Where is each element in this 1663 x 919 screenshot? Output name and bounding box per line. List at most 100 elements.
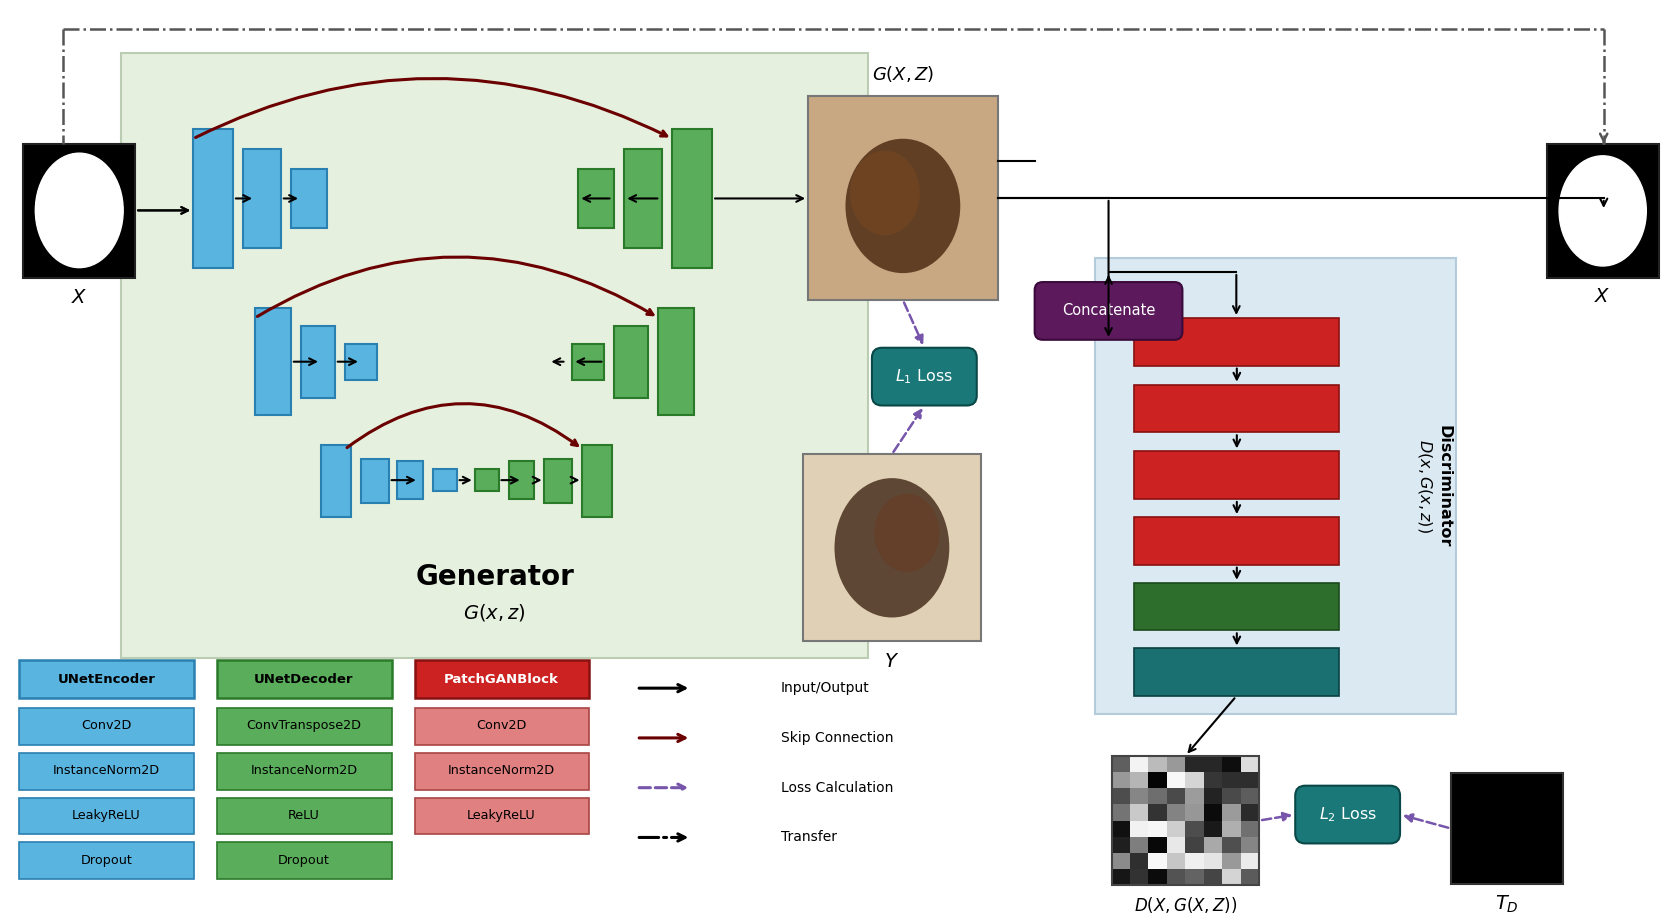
Bar [1450, 773, 1563, 884]
Bar [20, 708, 195, 745]
Text: Input/Output: Input/Output [782, 681, 870, 695]
Bar [572, 344, 604, 380]
Bar [1241, 869, 1259, 885]
Bar [544, 460, 572, 503]
Bar [1222, 755, 1241, 772]
Bar [1149, 869, 1167, 885]
Text: UNetDecoder: UNetDecoder [254, 673, 354, 686]
Text: $L_1$ Loss: $L_1$ Loss [895, 368, 953, 386]
Bar [321, 446, 351, 517]
Bar [1222, 821, 1241, 836]
Bar [291, 168, 328, 228]
Bar [582, 446, 612, 517]
Text: $X$: $X$ [72, 289, 88, 308]
Bar [397, 461, 422, 499]
Bar [1111, 789, 1129, 804]
Text: Concatenate: Concatenate [1063, 303, 1156, 318]
Text: Discriminator
$D(x, G(x, z))$: Discriminator $D(x, G(x, z))$ [1417, 425, 1452, 548]
Bar [1129, 804, 1149, 821]
Text: $T_D$: $T_D$ [1495, 893, 1518, 914]
Bar [344, 344, 378, 380]
Bar [1204, 869, 1222, 885]
Text: InstanceNorm2D: InstanceNorm2D [251, 765, 358, 777]
Bar [193, 129, 233, 268]
Bar [1111, 755, 1129, 772]
Bar [1134, 517, 1339, 565]
Bar [1222, 789, 1241, 804]
Bar [1111, 804, 1129, 821]
Bar [20, 843, 195, 879]
Text: Dropout: Dropout [278, 854, 329, 867]
Text: $G(X, Z)$: $G(X, Z)$ [871, 64, 935, 84]
Bar [1149, 853, 1167, 869]
Bar [218, 843, 392, 879]
Text: Transfer: Transfer [782, 831, 836, 845]
Bar [1134, 583, 1339, 630]
Text: UNetEncoder: UNetEncoder [57, 673, 155, 686]
Bar [1204, 836, 1222, 853]
Text: LeakyReLU: LeakyReLU [467, 809, 535, 823]
Bar [301, 326, 334, 398]
Bar [1241, 772, 1259, 789]
Text: Dropout: Dropout [80, 854, 131, 867]
Bar [579, 168, 614, 228]
Bar [218, 708, 392, 745]
Bar [1094, 258, 1455, 714]
Bar [1111, 836, 1129, 853]
Bar [1186, 789, 1204, 804]
Text: Conv2D: Conv2D [476, 720, 527, 732]
Bar [509, 461, 534, 499]
Bar [1204, 821, 1222, 836]
Bar [659, 308, 693, 415]
Bar [808, 96, 998, 300]
Ellipse shape [845, 139, 960, 273]
Bar [474, 470, 499, 491]
Bar [20, 753, 195, 789]
Bar [1222, 772, 1241, 789]
Bar [1547, 143, 1658, 278]
Text: $L_2$ Loss: $L_2$ Loss [1319, 805, 1377, 824]
Text: InstanceNorm2D: InstanceNorm2D [447, 765, 555, 777]
Bar [1129, 821, 1149, 836]
Bar [1222, 836, 1241, 853]
FancyBboxPatch shape [1034, 282, 1182, 340]
Bar [414, 753, 589, 789]
Bar [1186, 755, 1204, 772]
Bar [1241, 804, 1259, 821]
Bar [1167, 789, 1186, 804]
Bar [1241, 853, 1259, 869]
Text: Conv2D: Conv2D [81, 720, 131, 732]
Bar [1129, 772, 1149, 789]
Bar [1129, 869, 1149, 885]
Bar [121, 53, 868, 658]
Bar [23, 143, 135, 278]
Bar [1134, 318, 1339, 366]
Bar [414, 798, 589, 834]
Bar [1241, 821, 1259, 836]
Bar [614, 326, 649, 398]
Text: $G(x, z)$: $G(x, z)$ [464, 602, 526, 623]
Bar [1204, 772, 1222, 789]
Ellipse shape [1560, 156, 1646, 266]
Bar [1204, 755, 1222, 772]
Bar [432, 470, 457, 491]
Bar [1134, 384, 1339, 432]
Bar [1167, 869, 1186, 885]
Bar [1186, 821, 1204, 836]
Bar [20, 798, 195, 834]
Bar [624, 149, 662, 248]
Bar [1149, 804, 1167, 821]
Bar [1149, 789, 1167, 804]
FancyBboxPatch shape [871, 347, 976, 405]
Bar [1167, 804, 1186, 821]
FancyBboxPatch shape [1295, 786, 1400, 844]
Text: InstanceNorm2D: InstanceNorm2D [53, 765, 160, 777]
Text: ReLU: ReLU [288, 809, 319, 823]
Bar [1129, 853, 1149, 869]
Bar [1222, 853, 1241, 869]
Text: Skip Connection: Skip Connection [782, 731, 893, 745]
Bar [1149, 772, 1167, 789]
Bar [1222, 804, 1241, 821]
Bar [1186, 804, 1204, 821]
Text: $Y$: $Y$ [885, 652, 900, 671]
